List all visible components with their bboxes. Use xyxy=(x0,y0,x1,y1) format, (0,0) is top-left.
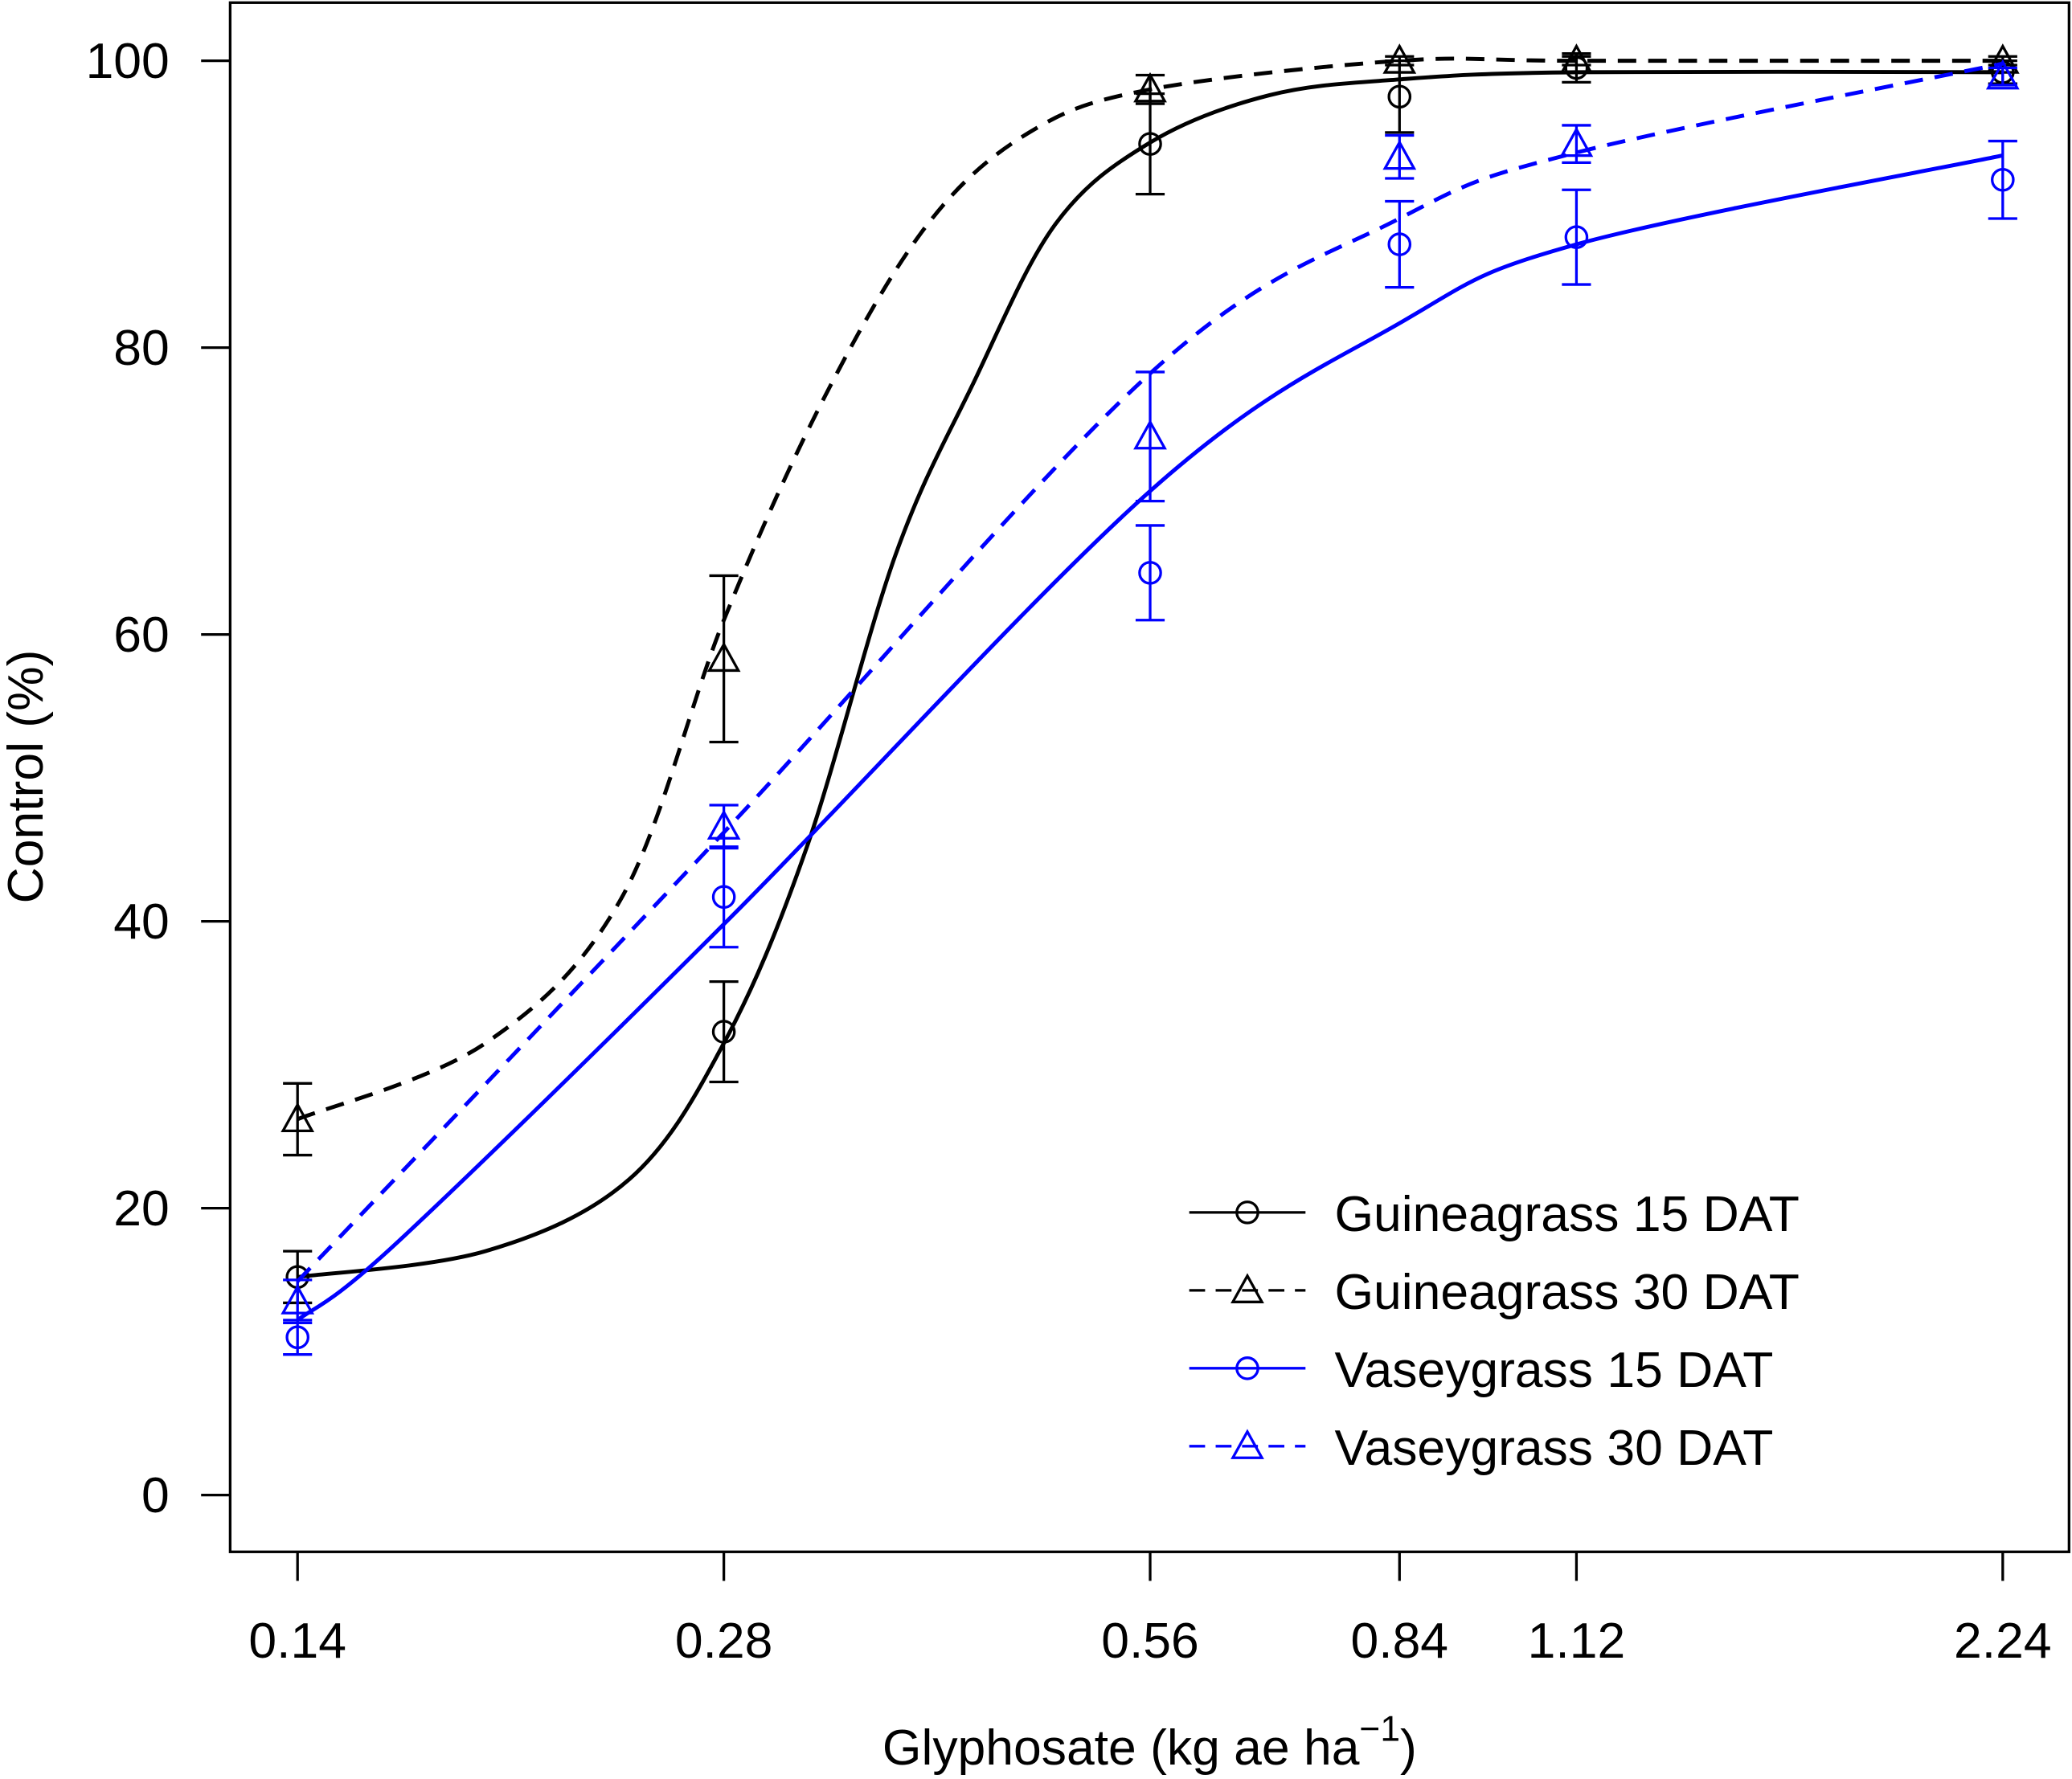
x-tick-label: 1.12 xyxy=(1528,1613,1626,1669)
data-point-triangle xyxy=(1559,126,1594,157)
y-axis-label: Control (%) xyxy=(0,650,54,904)
fit-curve xyxy=(297,69,2003,1279)
data-point-circle xyxy=(711,885,736,910)
x-tick-label: 0.28 xyxy=(675,1613,773,1669)
x-tick-label: 0.56 xyxy=(1101,1613,1199,1669)
x-axis: 0.14 0.28 0.56 0.84 1.12 2.24 xyxy=(248,1552,2052,1669)
x-axis-label-superscript: −1 xyxy=(1359,1709,1400,1748)
data-point-triangle xyxy=(1985,59,2020,90)
legend-label: Vaseygrass 30 DAT xyxy=(1334,1420,1773,1476)
data-point-circle xyxy=(1564,225,1589,249)
x-tick-label: 0.14 xyxy=(248,1613,346,1669)
x-axis-label: Glyphosate (kg ae ha−1) xyxy=(882,1709,1417,1776)
data-point-circle xyxy=(711,1020,736,1044)
fit-curve xyxy=(297,56,2003,1122)
y-tick-label: 20 xyxy=(113,1180,169,1237)
data-point-triangle xyxy=(1231,1429,1264,1459)
legend: Guineagrass 15 DAT Guineagrass 30 DAT Vase… xyxy=(1189,1186,1800,1476)
data-point-triangle xyxy=(1231,1273,1264,1303)
legend-entry: Guineagrass 15 DAT xyxy=(1189,1186,1800,1242)
data-point-circle xyxy=(1138,561,1162,585)
x-tick-label: 0.84 xyxy=(1351,1613,1449,1669)
data-point-triangle xyxy=(1382,139,1417,170)
data-point-circle xyxy=(1138,132,1162,156)
data-point-circle xyxy=(1387,84,1412,109)
legend-entry: Guineagrass 30 DAT xyxy=(1189,1264,1800,1320)
series-vaseygrass-15-dat xyxy=(283,139,2017,1356)
data-point-triangle xyxy=(280,1102,315,1133)
data-point-triangle xyxy=(1133,419,1167,450)
y-tick-label: 0 xyxy=(141,1467,170,1523)
data-point-circle xyxy=(1235,1200,1259,1225)
x-tick-label: 2.24 xyxy=(1954,1613,2052,1669)
y-tick-label: 40 xyxy=(113,894,169,950)
data-point-triangle xyxy=(1133,72,1167,103)
data-point-circle xyxy=(1387,232,1412,256)
y-axis: 0 20 40 60 80 100 xyxy=(86,33,231,1523)
legend-label: Guineagrass 15 DAT xyxy=(1334,1186,1799,1242)
y-tick-label: 60 xyxy=(113,607,169,663)
y-tick-label: 80 xyxy=(113,320,169,376)
legend-label: Guineagrass 30 DAT xyxy=(1334,1264,1799,1320)
data-point-circle xyxy=(1991,167,2015,192)
data-point-triangle xyxy=(280,1284,315,1315)
data-point-triangle xyxy=(1559,43,1594,74)
series-guineagrass-15-dat xyxy=(283,52,2017,1305)
data-point-circle xyxy=(285,1325,309,1350)
legend-entry: Vaseygrass 30 DAT xyxy=(1189,1420,1773,1476)
y-tick-label: 100 xyxy=(86,33,170,89)
legend-label: Vaseygrass 15 DAT xyxy=(1334,1342,1773,1398)
data-point-triangle xyxy=(706,641,741,673)
data-point-triangle xyxy=(1382,43,1417,74)
fit-curve xyxy=(296,153,2004,1322)
data-point-triangle xyxy=(706,809,741,840)
series-group xyxy=(280,43,2020,1356)
data-point-circle xyxy=(1235,1356,1259,1380)
series-vaseygrass-30-dat xyxy=(280,59,2020,1325)
fit-curve xyxy=(296,61,2004,1283)
legend-entry: Vaseygrass 15 DAT xyxy=(1189,1342,1773,1398)
